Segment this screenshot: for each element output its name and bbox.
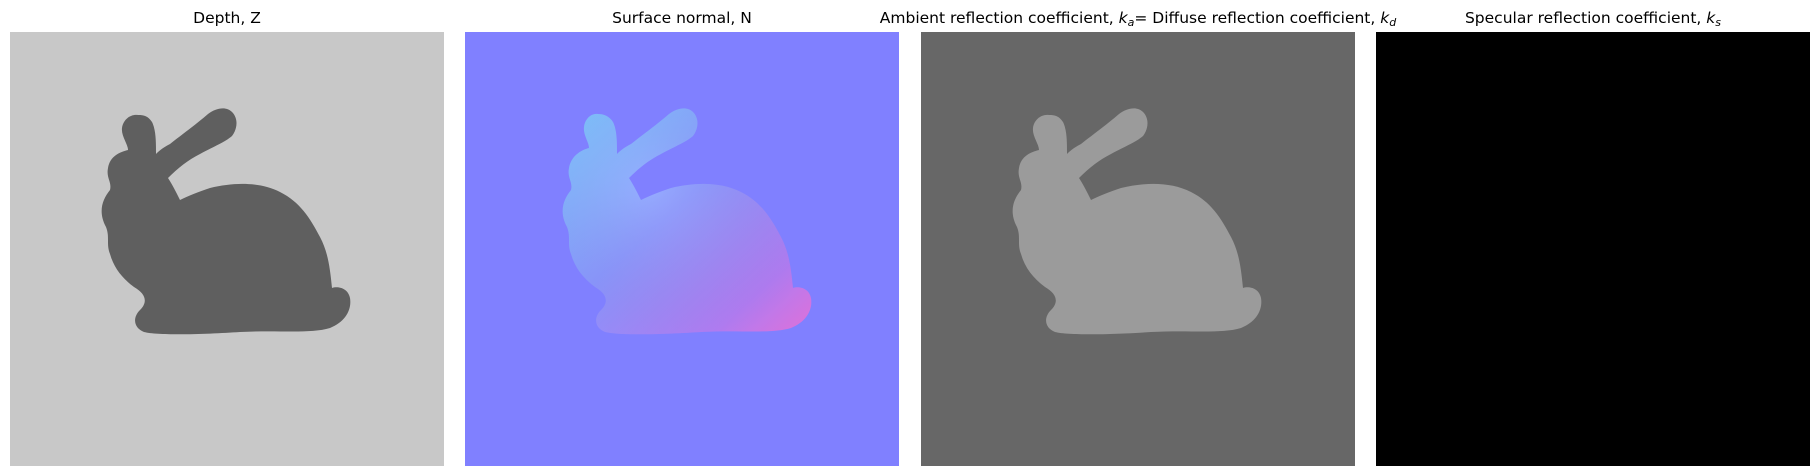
- title-sub: s: [1715, 16, 1722, 29]
- panel-title-normal: Surface normal, N: [612, 9, 752, 27]
- title-sub2: d: [1389, 16, 1397, 29]
- albedo-image: [921, 32, 1355, 466]
- normal-image: [465, 32, 899, 466]
- panel-title-depth: Depth, Z: [193, 9, 261, 27]
- title-var: k: [1118, 9, 1128, 27]
- title-var2: k: [1380, 9, 1390, 27]
- panel-title-specular: Specular reflection coefficient, ks: [1376, 8, 1810, 33]
- panel-specular: Specular reflection coefficient, ks: [1376, 0, 1810, 476]
- title-text: Ambient reflection coefficient,: [879, 9, 1119, 27]
- depth-image: [10, 32, 444, 466]
- panel-title-ambient-diffuse: Ambient reflection coefficient, ka= Diff…: [861, 8, 1415, 33]
- title-text: Specular reflection coefficient,: [1464, 9, 1707, 27]
- specular-image: [1376, 32, 1810, 466]
- bunny-albedo-icon: [921, 32, 1355, 466]
- bunny-normal-map-icon: [465, 32, 899, 466]
- panel-ambient-diffuse: Ambient reflection coefficient, ka= Diff…: [880, 0, 1396, 476]
- bunny-depth-icon: [10, 32, 444, 466]
- title-var: k: [1706, 9, 1716, 27]
- black-specular-map-icon: [1376, 32, 1810, 466]
- title-text-mid: = Diffuse reflection coefficient,: [1134, 9, 1381, 27]
- title-sub: a: [1127, 16, 1135, 29]
- panel-surface-normal: Surface normal, N: [465, 0, 899, 476]
- panel-depth: Depth, Z: [10, 0, 444, 476]
